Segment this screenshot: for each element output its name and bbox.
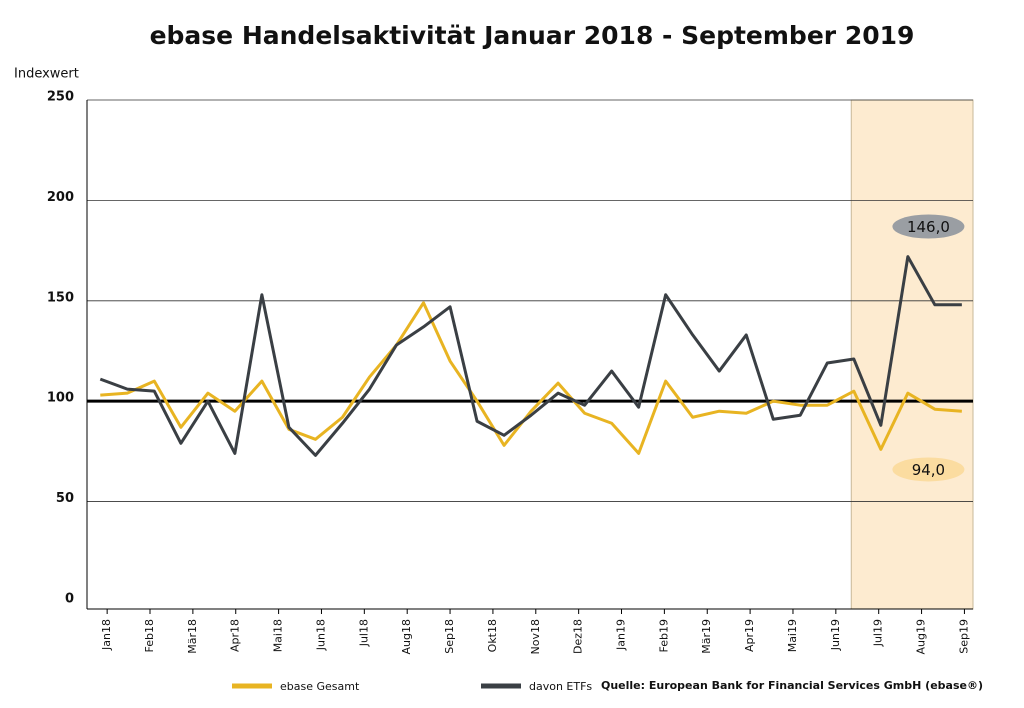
x-tick-label: Jun19	[829, 619, 842, 651]
x-tick-label: Okt18	[486, 619, 499, 652]
highlight-area	[850, 99, 974, 610]
x-tick-label: Aug18	[400, 619, 413, 654]
y-axis-label: Indexwert	[14, 67, 79, 82]
y-tick-label: 0	[65, 591, 74, 606]
series-line	[99, 255, 962, 457]
y-tick-label: 50	[56, 491, 74, 506]
y-tick-label: 200	[47, 190, 74, 205]
annotation-text: 146,0	[907, 218, 950, 236]
x-tick-label: Feb19	[657, 619, 670, 652]
annotation-text: 94,0	[912, 461, 945, 479]
y-tick-label: 100	[47, 391, 74, 406]
x-tick-label: Apr18	[229, 619, 242, 652]
x-tick-label: Aug19	[915, 619, 928, 654]
x-tick-label: Apr19	[743, 619, 756, 652]
x-tick-label: Jan18	[100, 619, 113, 651]
annotation-bubble	[892, 214, 965, 239]
annotation-bubble	[892, 457, 965, 482]
x-tick-label: Jan19	[615, 619, 628, 651]
series-line	[100, 301, 962, 455]
y-tick-label: 150	[47, 290, 74, 305]
source: Quelle: European Bank for Financial Serv…	[601, 679, 983, 692]
x-tick-label: Sep19	[957, 619, 970, 654]
x-tick-label: Mär18	[186, 619, 199, 654]
x-tick-label: Dez18	[572, 619, 585, 654]
x-tick-label: Jun18	[314, 619, 327, 651]
x-tick-label: Mär19	[700, 619, 713, 654]
x-tick-label: Sep18	[443, 619, 456, 654]
x-tick-label: Mai18	[272, 619, 285, 652]
chart-title: ebase Handelsaktivität Januar 2018 - Sep…	[150, 21, 915, 50]
legend-label: ebase Gesamt	[280, 680, 360, 693]
x-tick-label: Jul18	[357, 619, 370, 647]
x-tick-label: Feb18	[143, 619, 156, 652]
x-tick-label: Nov18	[529, 619, 542, 654]
x-tick-label: Mai19	[786, 619, 799, 652]
x-tick-label: Jul19	[872, 619, 885, 647]
legend-label: davon ETFs	[529, 680, 592, 693]
y-tick-label: 250	[47, 90, 74, 105]
